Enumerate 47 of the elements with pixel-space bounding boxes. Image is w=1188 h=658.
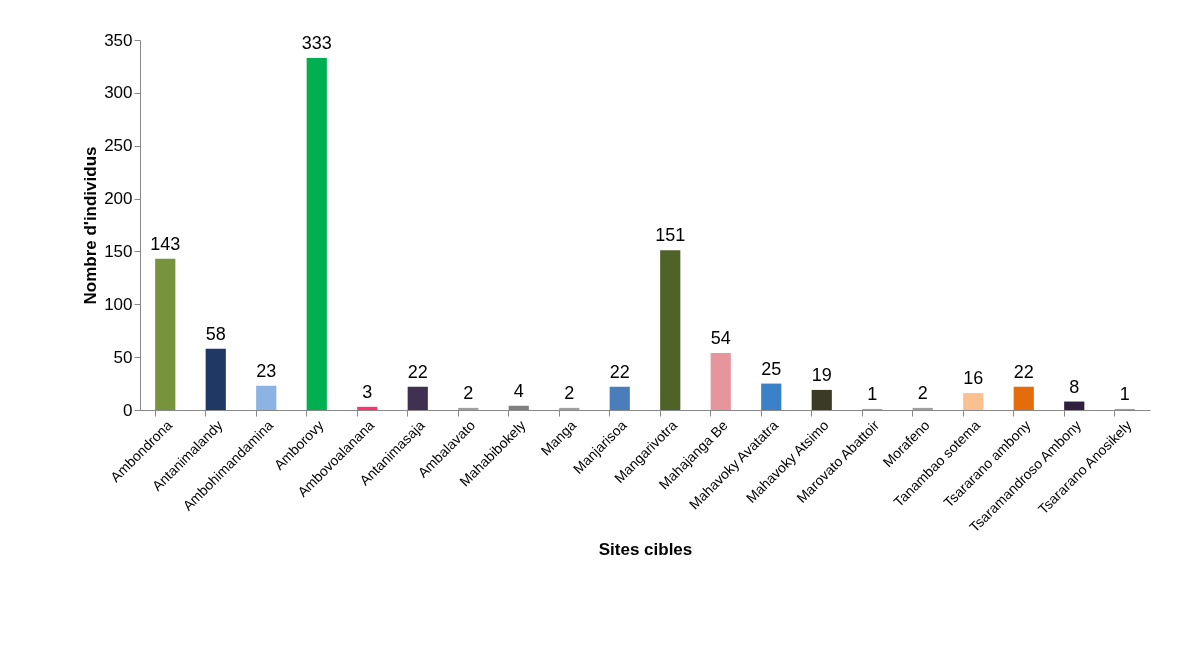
data-label: 22 <box>1013 361 1034 382</box>
bar <box>1013 386 1034 410</box>
data-label: 23 <box>256 360 277 381</box>
bar <box>407 386 428 410</box>
y-tick-label: 100 <box>104 294 133 314</box>
data-label: 143 <box>150 233 181 254</box>
y-tick-label: 150 <box>104 241 133 261</box>
y-tick-label: 300 <box>104 83 133 103</box>
y-tick-label: 50 <box>113 347 133 367</box>
data-label: 16 <box>963 368 984 389</box>
data-label: 1 <box>1119 383 1130 404</box>
data-label: 54 <box>710 327 731 348</box>
bar <box>155 258 176 410</box>
bar <box>205 348 226 410</box>
bar <box>710 352 731 410</box>
x-axis-title: Sites cibles <box>598 539 693 559</box>
data-label: 1 <box>867 383 878 404</box>
bar <box>306 57 327 410</box>
bar <box>357 406 378 410</box>
y-axis-title: Nombre d'individus <box>81 146 101 305</box>
bar <box>609 386 630 410</box>
bar <box>458 407 479 410</box>
data-label: 58 <box>205 323 226 344</box>
data-label: 19 <box>811 364 832 385</box>
data-label: 22 <box>609 361 630 382</box>
data-label: 8 <box>1069 376 1080 397</box>
bar <box>761 383 782 410</box>
bar <box>1064 401 1085 410</box>
bar <box>912 407 933 410</box>
bar <box>559 407 580 410</box>
y-tick-label: 0 <box>123 400 133 420</box>
data-label: 2 <box>463 382 474 403</box>
bar <box>811 389 832 410</box>
bar <box>256 385 277 410</box>
y-tick-label: 200 <box>104 189 133 209</box>
y-tick-label: 350 <box>104 30 133 50</box>
data-label: 2 <box>564 382 575 403</box>
data-label: 151 <box>655 225 686 246</box>
data-label: 25 <box>761 358 782 379</box>
bar <box>660 250 681 410</box>
y-tick-label: 250 <box>104 136 133 156</box>
bar <box>963 393 984 410</box>
data-label: 3 <box>362 381 373 402</box>
data-label: 333 <box>301 32 332 53</box>
data-label: 2 <box>917 382 928 403</box>
data-label: 22 <box>407 361 428 382</box>
data-label: 4 <box>513 380 524 401</box>
